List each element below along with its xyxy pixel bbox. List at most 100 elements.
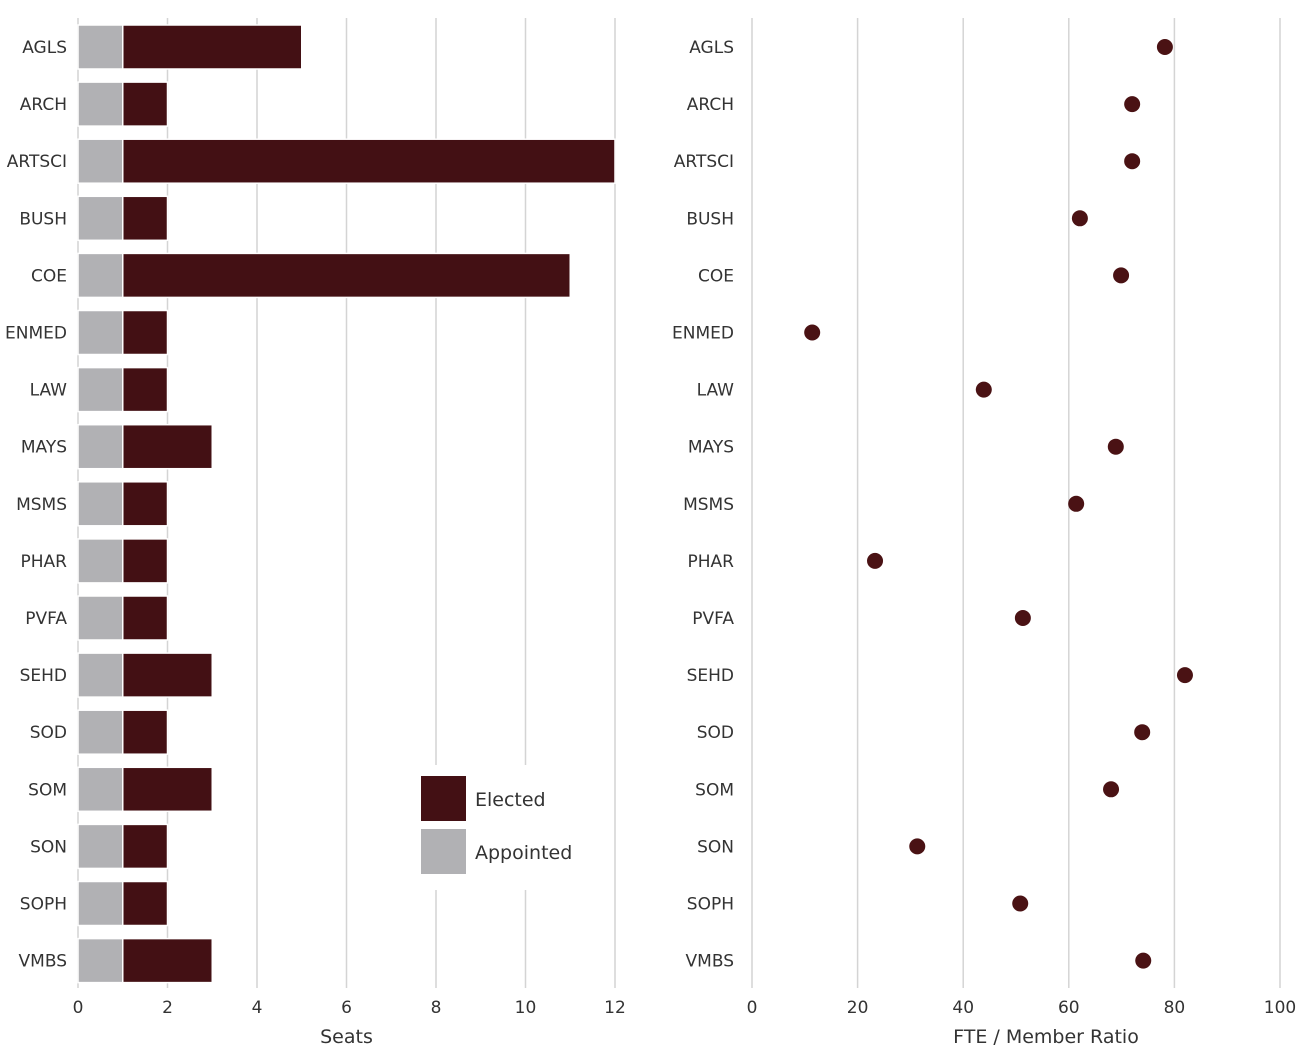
data-point (1107, 438, 1124, 455)
category-label: PHAR (21, 552, 68, 572)
bar-appointed (77, 538, 124, 584)
bar-appointed (77, 823, 124, 870)
x-axis-title: Seats (320, 1026, 373, 1048)
bar-appointed (77, 138, 124, 184)
bar-elected (122, 138, 616, 184)
category-label: BUSH (19, 209, 67, 229)
data-point (1124, 96, 1141, 113)
category-label: ENMED (5, 324, 67, 344)
category-label: LAW (30, 381, 68, 401)
x-tick-label: 0 (747, 998, 758, 1018)
bar-elected (122, 937, 213, 984)
bar-elected (122, 481, 169, 527)
bar-appointed (77, 880, 124, 927)
data-point (1176, 667, 1193, 684)
category-label: ARCH (687, 95, 734, 115)
data-point (1135, 952, 1152, 969)
category-label: SEHD (20, 666, 67, 686)
category-label: ENMED (672, 324, 734, 344)
bar-appointed (77, 252, 124, 299)
bar-elected (122, 766, 213, 813)
bar-elected (122, 81, 169, 127)
category-label: PVFA (692, 609, 734, 629)
category-label: VMBS (19, 952, 67, 972)
category-label: AGLS (22, 38, 67, 58)
category-label: MAYS (688, 438, 734, 458)
legend-swatch-appointed (421, 829, 466, 874)
data-point (1071, 210, 1088, 227)
category-label: ARCH (20, 95, 67, 115)
data-point (909, 838, 926, 855)
category-label: LAW (697, 381, 735, 401)
x-tick-label: 2 (162, 998, 173, 1018)
bar-appointed (77, 24, 124, 70)
x-tick-label: 10 (515, 998, 537, 1018)
bar-appointed (77, 366, 124, 413)
category-label: SON (697, 837, 734, 857)
x-tick-label: 100 (1264, 998, 1296, 1018)
data-point (1014, 610, 1031, 626)
category-label: SOPH (687, 895, 734, 915)
bar-elected (122, 652, 213, 698)
category-label: MSMS (683, 495, 734, 515)
bar-elected (122, 709, 169, 755)
bar-elected (122, 423, 213, 470)
category-label: AGLS (689, 38, 734, 58)
data-point (804, 324, 821, 341)
category-label: SOPH (20, 895, 67, 915)
bar-appointed (77, 766, 124, 813)
x-tick-label: 6 (341, 998, 352, 1018)
legend-label: Appointed (475, 842, 572, 864)
bar-appointed (77, 652, 124, 698)
x-tick-label: 60 (1058, 998, 1080, 1018)
category-label: ARTSCI (674, 152, 734, 172)
category-label: SEHD (687, 666, 734, 686)
category-label: SOM (695, 780, 734, 800)
category-label: VMBS (686, 952, 734, 972)
category-label: COE (31, 266, 67, 286)
bar-appointed (77, 309, 124, 356)
category-label: MSMS (16, 495, 67, 515)
bar-appointed (77, 595, 124, 641)
bar-elected (122, 538, 169, 584)
bar-elected (122, 366, 169, 413)
data-point (1012, 895, 1029, 912)
x-tick-label: 0 (73, 998, 84, 1018)
bar-appointed (77, 709, 124, 755)
bar-appointed (77, 481, 124, 527)
bar-elected (122, 195, 169, 242)
data-point (975, 381, 992, 398)
bar-appointed (77, 423, 124, 470)
bar-elected (122, 880, 169, 927)
bar-appointed (77, 937, 124, 984)
legend-swatch-elected (421, 776, 466, 821)
legend-label: Elected (475, 789, 546, 811)
category-label: SOD (697, 723, 734, 743)
bar-elected (122, 252, 571, 299)
data-point (1103, 781, 1120, 798)
category-label: SOD (30, 723, 67, 743)
bar-elected (122, 595, 169, 641)
category-label: PVFA (25, 609, 67, 629)
data-point (1124, 153, 1141, 170)
x-tick-label: 8 (431, 998, 442, 1018)
bar-elected (122, 823, 169, 870)
x-tick-label: 4 (252, 998, 263, 1018)
category-label: COE (698, 266, 734, 286)
category-label: ARTSCI (7, 152, 67, 172)
category-label: SOM (28, 780, 67, 800)
bar-appointed (77, 81, 124, 127)
x-tick-label: 40 (952, 998, 974, 1018)
category-label: SON (30, 837, 67, 857)
bar-elected (122, 309, 169, 356)
bar-appointed (77, 195, 124, 242)
bar-elected (122, 24, 303, 70)
category-label: MAYS (21, 438, 67, 458)
x-tick-label: 20 (847, 998, 869, 1018)
data-point (1156, 39, 1173, 55)
x-tick-label: 12 (604, 998, 626, 1018)
data-point (867, 552, 884, 569)
data-point (1134, 724, 1151, 741)
x-axis-title: FTE / Member Ratio (953, 1026, 1139, 1048)
